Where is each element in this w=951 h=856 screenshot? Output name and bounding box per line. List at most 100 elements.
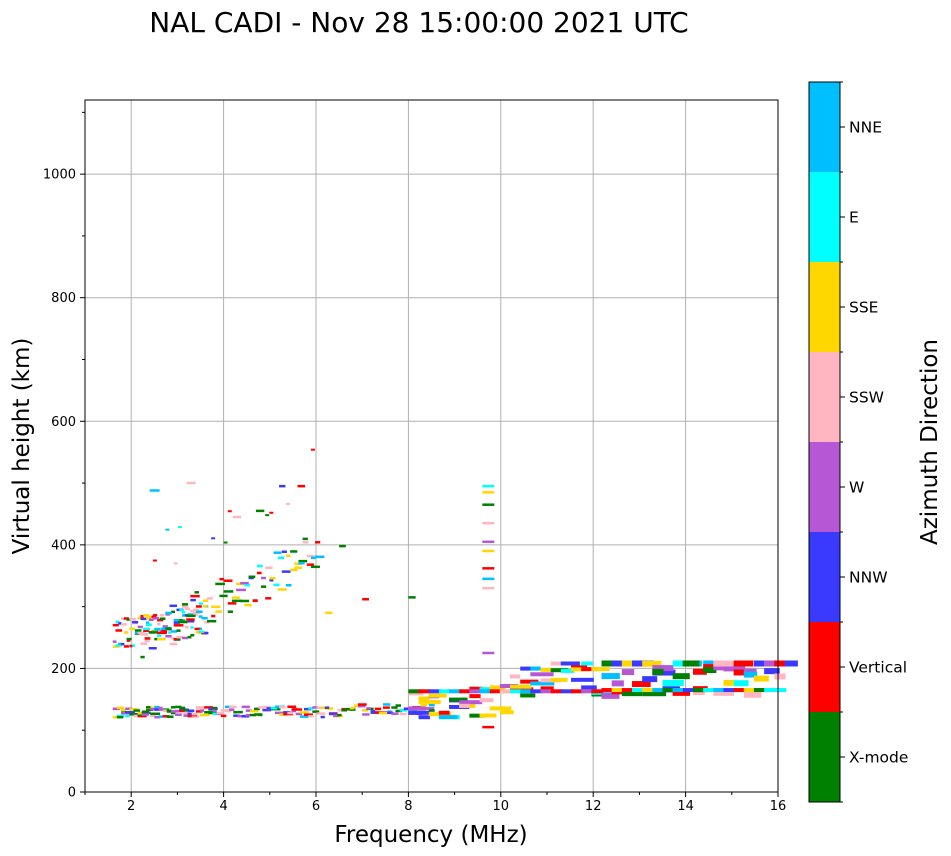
echo-point [204, 706, 213, 709]
echo-point [489, 706, 512, 711]
echo-point [391, 712, 399, 715]
echo-point [571, 689, 584, 694]
echo-point [273, 583, 280, 587]
echo-point [295, 708, 302, 711]
colorbar-swatch [809, 442, 840, 532]
x-tick-label: 6 [312, 799, 320, 814]
echo-point [145, 621, 150, 624]
echo-point [140, 617, 147, 621]
echo-point [187, 635, 192, 639]
echo-point [182, 605, 189, 609]
echo-point [621, 669, 635, 676]
echo-point [374, 707, 382, 711]
echo-point [229, 708, 235, 711]
echo-point [133, 709, 141, 712]
echo-point [733, 688, 746, 693]
echo-point [642, 690, 667, 697]
echo-point [774, 660, 785, 667]
echo-point [245, 709, 253, 712]
echo-point [206, 619, 217, 623]
echo-point [774, 660, 798, 667]
echo-point [198, 602, 203, 605]
echo-point [774, 688, 787, 693]
echo-point [560, 661, 578, 666]
echo-point [204, 631, 209, 635]
echo-point [408, 689, 421, 694]
echo-point [591, 689, 604, 694]
echo-point [283, 711, 291, 714]
echo-point [233, 710, 238, 714]
echo-point [291, 708, 298, 711]
echo-point [224, 709, 232, 713]
echo-point [121, 623, 127, 626]
echo-point [482, 651, 495, 655]
echo-point [399, 712, 407, 716]
echo-point [148, 647, 157, 650]
echo-point [703, 667, 717, 674]
echo-point [520, 666, 539, 671]
echo-point [723, 688, 736, 693]
echo-points [112, 448, 798, 729]
echo-point [198, 615, 203, 618]
echo-point [420, 703, 428, 707]
echo-point [408, 706, 426, 711]
echo-point [240, 581, 249, 585]
echo-point [753, 660, 769, 667]
echo-point [186, 481, 196, 485]
echo-point [632, 688, 645, 693]
colorbar-swatch [809, 172, 840, 262]
echo-point [560, 668, 575, 673]
echo-point [115, 620, 120, 624]
x-tick-label: 12 [585, 799, 602, 814]
echo-point [258, 713, 263, 717]
echo-point [601, 688, 614, 693]
echo-point [112, 715, 119, 719]
echo-point [540, 686, 554, 691]
echo-point [191, 715, 200, 718]
echo-point [337, 713, 342, 717]
echo-point [287, 711, 294, 715]
echo-point [662, 679, 684, 686]
echo-point [358, 703, 367, 706]
echo-point [642, 688, 655, 693]
echo-point [591, 667, 610, 672]
colorbar-category-label: X-mode [849, 749, 908, 767]
echo-point [418, 715, 431, 720]
echo-point [151, 615, 157, 618]
echo-point [154, 628, 161, 631]
echo-point [183, 711, 190, 715]
echo-point [281, 570, 291, 573]
echo-point [170, 706, 176, 709]
echo-point [158, 708, 167, 711]
echo-point [134, 629, 142, 632]
echo-point [194, 591, 199, 594]
echo-point [134, 631, 140, 635]
echo-point [161, 628, 167, 632]
echo-point [206, 597, 213, 600]
echo-point [170, 711, 176, 715]
echo-point [382, 703, 391, 706]
echo-point [302, 541, 309, 544]
echo-point [170, 610, 176, 614]
echo-point [482, 586, 495, 590]
echo-point [140, 655, 145, 659]
echo-point [274, 711, 285, 715]
echo-point [140, 633, 148, 636]
echo-point [154, 705, 160, 709]
echo-point [224, 705, 232, 709]
echo-point [315, 541, 321, 544]
echo-point [141, 710, 150, 713]
echo-point [581, 685, 597, 690]
echo-point [285, 502, 290, 505]
echo-point [169, 642, 178, 646]
echo-point [279, 484, 286, 488]
echo-point [168, 631, 172, 634]
echo-point [212, 709, 217, 713]
echo-point [116, 715, 124, 719]
echo-point [308, 707, 314, 710]
echo-point [530, 672, 554, 677]
echo-point [125, 707, 133, 711]
echo-point [642, 676, 658, 683]
echo-point [428, 703, 435, 707]
echo-point [227, 610, 233, 613]
